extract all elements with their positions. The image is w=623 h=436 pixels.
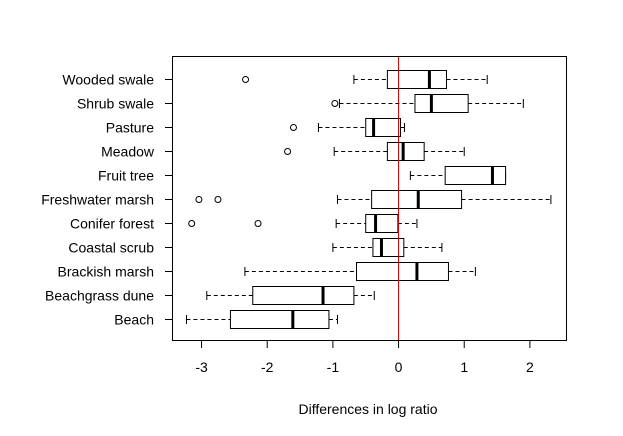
- box-fruit-tree: [409, 166, 507, 185]
- outlier-point: [331, 100, 339, 107]
- iqr-box: [356, 262, 449, 281]
- category-label: Wooded swale: [62, 72, 154, 88]
- iqr-box: [229, 310, 330, 329]
- plot-frame: [172, 56, 567, 341]
- x-tick-label: -1: [327, 359, 340, 375]
- y-axis: Wooded swale Shrub swale Pasture Meadow Frui…: [41, 72, 172, 328]
- iqr-box: [372, 238, 405, 257]
- outlier-point: [195, 196, 203, 203]
- category-label: Conifer forest: [70, 216, 154, 232]
- x-tick-label: -2: [261, 359, 274, 375]
- outlier-point: [242, 76, 250, 83]
- iqr-box: [365, 118, 402, 137]
- iqr-box: [365, 214, 399, 233]
- box-shrub-swale: [331, 94, 524, 113]
- iqr-box: [414, 94, 469, 113]
- box-conifer-forest: [188, 214, 418, 233]
- x-tick-label: 1: [460, 359, 468, 375]
- category-label: Fruit tree: [98, 168, 154, 184]
- category-label: Meadow: [101, 144, 155, 160]
- x-axis-title: Differences in log ratio: [298, 401, 437, 417]
- outlier-point: [289, 124, 297, 131]
- category-label: Beach: [114, 312, 154, 328]
- category-label: Shrub swale: [77, 96, 154, 112]
- boxes-layer: [185, 70, 552, 329]
- outlier-point: [284, 148, 292, 155]
- box-coastal-scrub: [332, 238, 443, 257]
- x-tick-label: 2: [526, 359, 534, 375]
- box-beach: [185, 310, 338, 329]
- outlier-point: [188, 220, 196, 227]
- iqr-box: [386, 70, 447, 89]
- outlier-point: [214, 196, 222, 203]
- iqr-box: [386, 142, 425, 161]
- box-brackish-marsh: [244, 262, 476, 281]
- category-label: Pasture: [106, 120, 154, 136]
- iqr-box: [252, 286, 355, 305]
- category-label: Beachgrass dune: [45, 288, 154, 304]
- outlier-point: [254, 220, 262, 227]
- x-tick-label: 0: [395, 359, 403, 375]
- box-beachgrass-dune: [206, 286, 375, 305]
- iqr-box: [444, 166, 507, 185]
- box-freshwater-marsh: [195, 190, 552, 209]
- box-meadow: [284, 142, 465, 161]
- category-label: Coastal scrub: [68, 240, 154, 256]
- box-wooded-swale: [242, 70, 488, 89]
- category-label: Freshwater marsh: [41, 192, 154, 208]
- box-pasture: [289, 118, 405, 137]
- x-axis: -3 -2 -1 0 1 2: [195, 340, 534, 375]
- x-tick-label: -3: [195, 359, 208, 375]
- iqr-box: [371, 190, 463, 209]
- category-label: Brackish marsh: [58, 264, 154, 280]
